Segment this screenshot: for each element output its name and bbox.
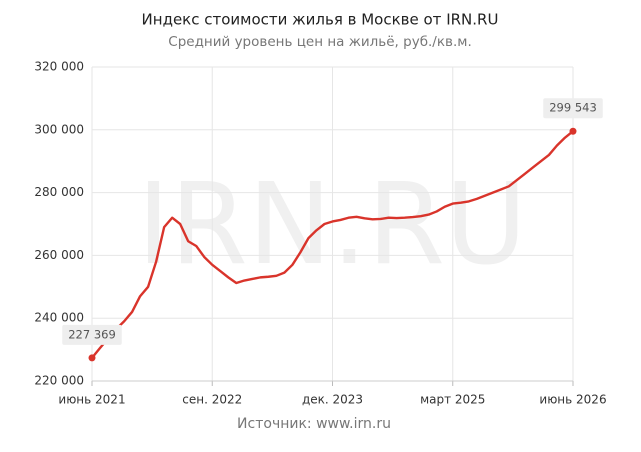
y-tick-label: 260 000 (34, 248, 84, 262)
point (88, 354, 96, 362)
x-tick-label: июнь 2026 (539, 393, 606, 407)
y-tick-label: 280 000 (34, 185, 84, 199)
value-label-text: 299 543 (549, 101, 597, 115)
value-label: 227 369 (62, 324, 122, 345)
point (569, 127, 577, 135)
y-tick-label: 320 000 (34, 60, 84, 74)
value-label-box (62, 324, 122, 345)
value-label-box (543, 98, 603, 119)
value-label: 299 543 (543, 98, 603, 119)
source: Источник: www.irn.ru (237, 416, 391, 432)
chart-title: Индекс стоимости жилья в Москве от IRN.R… (142, 11, 499, 29)
y-tick-label: 240 000 (34, 311, 84, 325)
x-tick-label: март 2025 (420, 393, 485, 407)
y-tick-label: 300 000 (34, 122, 84, 136)
x-tick-label: июнь 2021 (58, 393, 125, 407)
x-tick-label: сен. 2022 (182, 393, 242, 407)
value-label-text: 227 369 (68, 327, 116, 341)
line (91, 130, 574, 359)
chart-subtitle: Средний уровень цен на жильё, руб./кв.м. (168, 34, 471, 50)
y-tick-label: 220 000 (34, 374, 84, 388)
x-tick-label: дек. 2023 (302, 393, 363, 407)
